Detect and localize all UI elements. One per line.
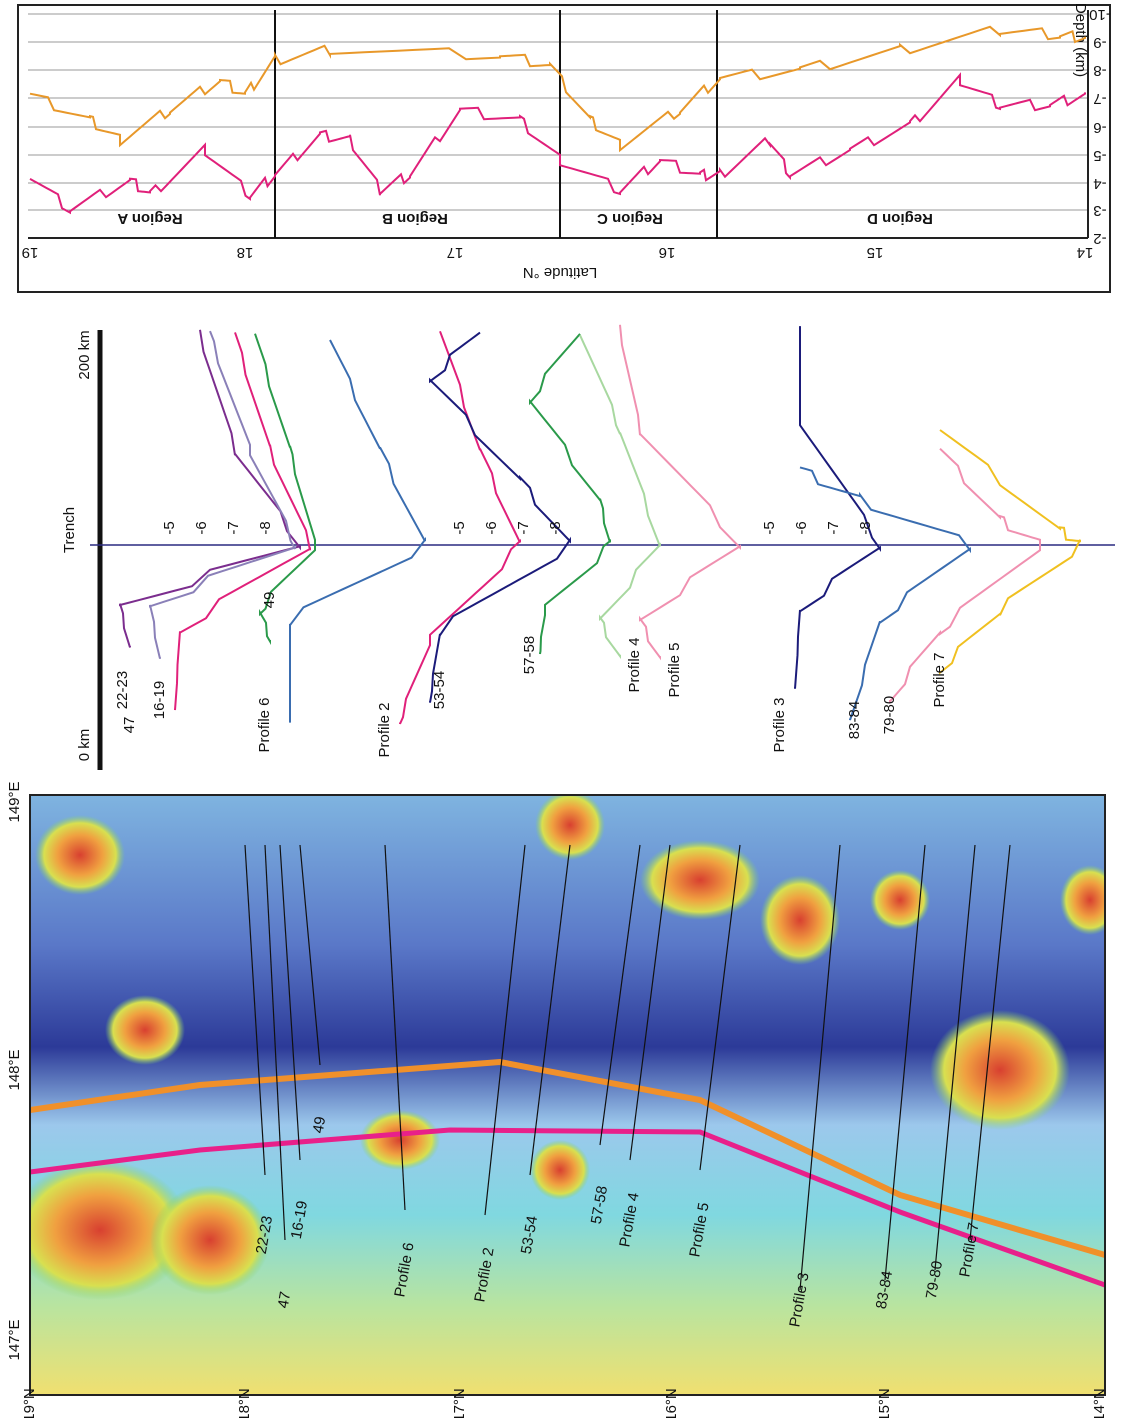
- latitude-tick-label: 19: [22, 244, 39, 261]
- panel-title: Trench: [61, 507, 78, 553]
- profile-label: 49: [261, 592, 278, 609]
- region-label: Region C: [597, 210, 663, 227]
- profile-label: 22-23: [114, 671, 131, 709]
- depth-tick-label: -5: [1093, 147, 1106, 164]
- depth-tick-label: -7: [825, 521, 842, 534]
- depth-tick-label: -6: [793, 521, 810, 534]
- profile-curve: [795, 326, 880, 689]
- profile-label: 79-80: [881, 696, 898, 734]
- latitude-tick-label: 16: [659, 244, 676, 261]
- region-label: Region B: [382, 210, 448, 227]
- depth-tick-label: -5: [761, 521, 778, 534]
- depth-tick-label: -7: [1093, 90, 1106, 107]
- profile-label: Profile 4: [626, 637, 643, 692]
- latitude-label: 19°N: [21, 1388, 38, 1418]
- profile-curve: [290, 340, 425, 723]
- profile-label: Profile 3: [771, 697, 788, 752]
- profile-curve: [150, 331, 295, 659]
- profile-label: Profile 6: [256, 697, 273, 752]
- latitude-label: 15°N: [876, 1388, 893, 1418]
- profile-label: 53-54: [431, 671, 448, 709]
- profile-label: Profile 5: [666, 642, 683, 697]
- depth-tick-label: -7: [225, 521, 242, 534]
- depth-tick-label: -9: [1093, 34, 1106, 51]
- depth-tick-label: -6: [1093, 119, 1106, 136]
- map: [10, 790, 1120, 1395]
- depth-tick-label: -8: [547, 521, 564, 534]
- latitude-label: 14°N: [1091, 1388, 1108, 1418]
- profile-curve: [940, 430, 1080, 673]
- depth-tick-label: -8: [857, 521, 874, 534]
- latitude-label: 18°N: [236, 1388, 253, 1418]
- profile-label: 47: [121, 717, 138, 734]
- profile-label: 57-58: [521, 636, 538, 674]
- longitude-label: 148°E: [6, 1049, 23, 1090]
- scale-label: 200 km: [76, 330, 93, 379]
- depth-tick-label: -6: [483, 521, 500, 534]
- profile-label: 47: [275, 1290, 295, 1309]
- figure: -2 -3 -4 -5 -6 -7 -8 -9 -10 19 18 17 16 15 14 Latitude …: [0, 0, 1129, 1418]
- longitude-label: 149°E: [6, 781, 23, 822]
- depth-tick-label: -5: [161, 521, 178, 534]
- region-label: Region A: [117, 210, 182, 227]
- depth-tick-label: -7: [515, 521, 532, 534]
- latitude-label: 16°N: [663, 1388, 680, 1418]
- profile-curve: [530, 334, 610, 654]
- depth-tick-label: -6: [193, 521, 210, 534]
- profile-curve: [430, 333, 570, 703]
- latitude-tick-label: 15: [867, 244, 884, 261]
- latitude-tick-label: 18: [237, 244, 254, 261]
- longitude-label: 147°E: [6, 1319, 23, 1360]
- profile-curve: [580, 335, 660, 656]
- scale-label: 0 km: [76, 729, 93, 762]
- profile-label: Profile 7: [931, 652, 948, 707]
- depth-tick-label: -2: [1093, 230, 1106, 247]
- region-label: Region D: [867, 210, 933, 227]
- profile-curve: [890, 449, 1040, 702]
- depth-panel: [18, 5, 1110, 292]
- latitude-tick-label: 14: [1077, 244, 1094, 261]
- profile-label: Profile 2: [376, 702, 393, 757]
- depth-tick-label: -3: [1093, 202, 1106, 219]
- profile-label: 49: [310, 1115, 330, 1134]
- depth-tick-label: -8: [1093, 62, 1106, 79]
- x-axis-title: Latitude °N: [523, 264, 597, 281]
- profile-label: 83-84: [846, 701, 863, 739]
- latitude-tick-label: 17: [447, 244, 464, 261]
- depth-tick-label: -4: [1093, 175, 1106, 192]
- depth-tick-label: -8: [257, 521, 274, 534]
- latitude-label: 17°N: [451, 1388, 468, 1418]
- depth-tick-label: -5: [451, 521, 468, 534]
- depth-tick-label: -10: [1089, 6, 1111, 23]
- profile-label: 16-19: [151, 681, 168, 719]
- profile-curve: [620, 325, 740, 658]
